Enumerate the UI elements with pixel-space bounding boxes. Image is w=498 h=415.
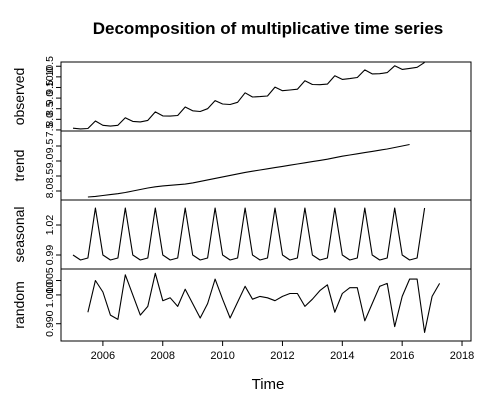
panel-observed: 7.58.08.59.09.510.010.5 observed bbox=[11, 56, 472, 137]
trend-y-tick-label: 8.5 bbox=[44, 169, 56, 184]
random-series-line bbox=[87, 272, 441, 333]
random-y-tick-label: 0.990 bbox=[44, 310, 56, 336]
observed-y-tick-label: 8.5 bbox=[44, 101, 56, 116]
panel-frame bbox=[60, 130, 472, 201]
trend-series-line bbox=[87, 143, 410, 198]
panel-frame bbox=[60, 268, 472, 342]
x-axis: 2006 2008 2010 2012 2014 2016 2018 bbox=[91, 341, 474, 362]
seasonal-y-tick-label: 1.02 bbox=[44, 215, 56, 236]
x-tick-label: 2008 bbox=[151, 350, 175, 362]
x-tick-label: 2010 bbox=[210, 350, 234, 362]
seasonal-axis-label: seasonal bbox=[11, 206, 27, 262]
x-tick-label: 2012 bbox=[270, 350, 294, 362]
random-y-tick-label: 1.000 bbox=[44, 282, 56, 308]
seasonal-series-line bbox=[72, 207, 426, 261]
x-axis-label: Time bbox=[252, 376, 285, 393]
x-tick-label: 2006 bbox=[91, 350, 115, 362]
observed-axis-label: observed bbox=[11, 68, 27, 126]
panel-trend: 8.08.59.09.5 trend bbox=[11, 130, 472, 201]
trend-y-tick-label: 8.0 bbox=[44, 184, 56, 199]
panel-seasonal: 0.99 1.02 seasonal bbox=[11, 199, 472, 270]
seasonal-y-tick-label: 0.99 bbox=[44, 245, 56, 266]
panels-group: 7.58.08.59.09.510.010.5observed8.08.59.0… bbox=[11, 56, 472, 342]
trend-y-tick-label: 9.0 bbox=[44, 154, 56, 169]
chart-title: Decomposition of multiplicative time ser… bbox=[93, 19, 443, 38]
x-tick-label: 2016 bbox=[390, 350, 414, 362]
random-y-tick-label: 1.005 bbox=[44, 267, 56, 293]
x-tick-label: 2014 bbox=[330, 350, 354, 362]
trend-axis-label: trend bbox=[11, 150, 27, 182]
observed-y-tick-label: 9.5 bbox=[44, 80, 56, 95]
observed-y-tick-label: 10.5 bbox=[44, 56, 56, 77]
observed-y-tick-label: 7.5 bbox=[44, 122, 56, 137]
x-tick-label: 2018 bbox=[450, 350, 474, 362]
trend-y-tick-label: 9.5 bbox=[44, 139, 56, 154]
observed-y-tick-label: 9.0 bbox=[44, 91, 56, 106]
observed-series-line bbox=[72, 61, 425, 130]
random-axis-label: random bbox=[11, 281, 27, 328]
observed-y-tick-label: 10.0 bbox=[44, 67, 56, 88]
observed-y-tick-label: 8.0 bbox=[44, 112, 56, 127]
